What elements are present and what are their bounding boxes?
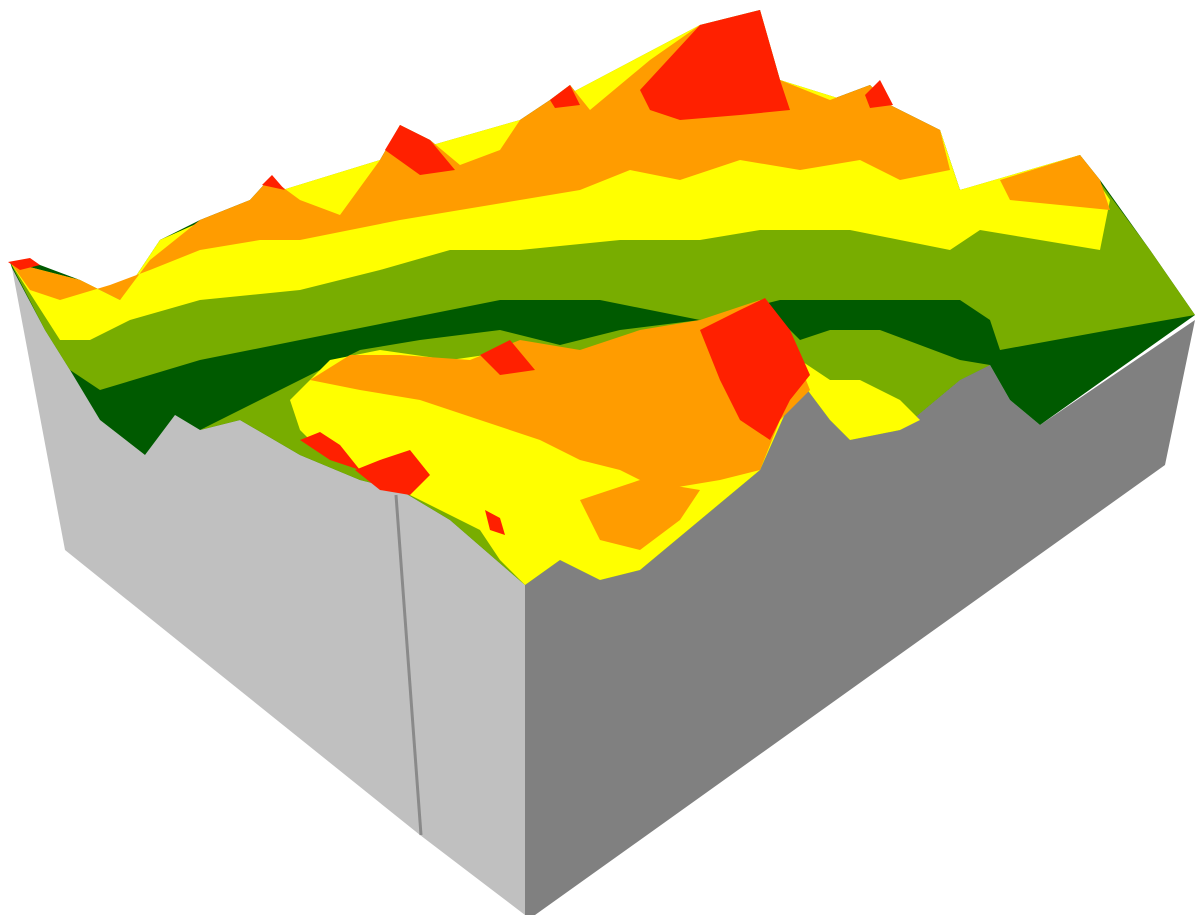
page: {} — [0, 0, 1200, 924]
terrain-scene — [0, 0, 1200, 924]
